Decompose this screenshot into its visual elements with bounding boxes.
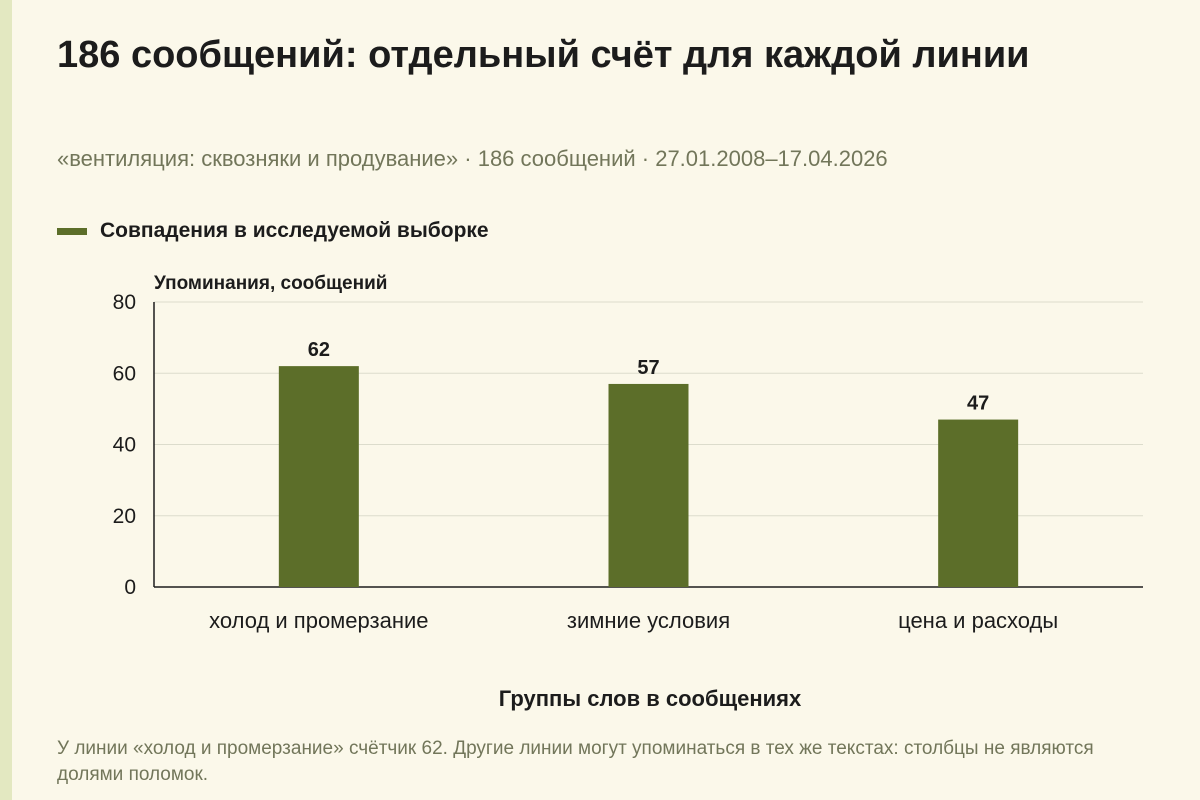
data-label: 57 [637,357,659,379]
y-axis-title: Упоминания, сообщений [154,273,388,294]
y-tick-label: 0 [124,576,136,599]
x-axis-title: Группы слов в сообщениях [498,686,802,711]
data-label: 62 [308,339,330,361]
chart-title: 186 сообщений: отдельный счёт для каждой… [57,34,1030,76]
y-tick-label: 40 [113,434,136,457]
y-tick-label: 80 [113,291,136,314]
x-tick-label: цена и расходы [898,608,1058,633]
legend-label: Совпадения в исследуемой выборке [100,219,489,242]
bar [938,419,1019,587]
bar [608,383,689,587]
x-tick-label: зимние условия [567,608,730,633]
x-tick-label: холод и промерзание [209,608,428,633]
y-tick-label: 20 [113,505,136,528]
legend: Совпадения в исследуемой выборке [57,219,489,243]
bar [278,366,359,587]
chart-subtitle: «вентиляция: сквозняки и продувание» · 1… [57,146,888,171]
legend-swatch [57,227,87,235]
y-tick-label: 60 [113,362,136,385]
data-label: 47 [967,393,989,415]
footnote: У линии «холод и промерзание» счётчик 62… [57,738,1094,785]
left-accent-strip [0,0,12,800]
